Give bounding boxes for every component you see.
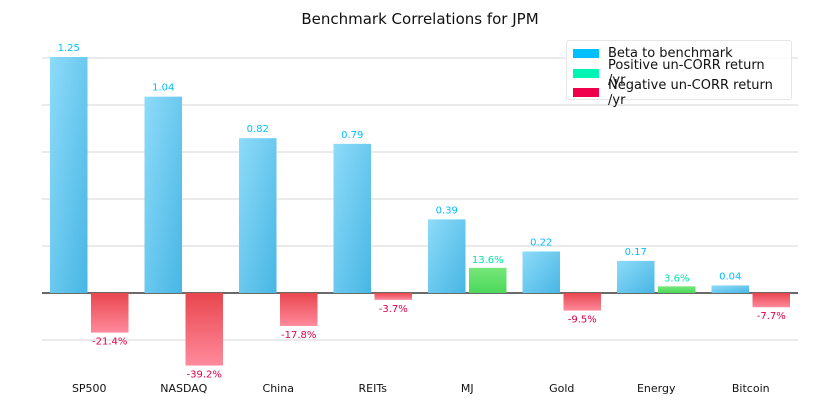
beta-bar-gold	[522, 251, 560, 293]
return-value-label: -7.7%	[757, 311, 786, 322]
beta-value-label: 0.82	[247, 124, 269, 135]
return-bar-bitcoin	[752, 293, 790, 308]
legend-label-negative: Negative un-CORR return /yr	[608, 77, 773, 108]
legend-label-beta: Beta to benchmark	[608, 46, 733, 62]
x-tick-label: Gold	[549, 382, 574, 395]
return-bar-gold	[563, 293, 601, 311]
legend-swatch-beta	[573, 49, 599, 59]
beta-bar-bitcoin	[711, 285, 749, 293]
beta-bar-china	[239, 138, 277, 293]
beta-bar-mj	[428, 219, 466, 293]
x-tick-label: MJ	[461, 382, 474, 395]
return-bar-energy	[658, 286, 696, 293]
legend-label-positive: Positive un-CORR return /yr	[608, 58, 765, 89]
x-tick-label: China	[263, 382, 294, 395]
beta-bar-reits	[333, 143, 371, 293]
return-bar-china	[280, 293, 318, 326]
x-tick-label: Energy	[637, 382, 676, 395]
chart-title: Benchmark Correlations for JPM	[301, 10, 539, 28]
beta-value-label: 0.22	[530, 237, 552, 248]
return-bar-mj	[469, 267, 507, 293]
x-tick-label: SP500	[72, 382, 107, 395]
return-bar-nasdaq	[185, 293, 223, 366]
legend-item-negative: Negative un-CORR return /yr	[573, 78, 785, 108]
beta-bar-energy	[617, 260, 655, 293]
return-value-label: -21.4%	[92, 337, 127, 348]
return-value-label: 3.6%	[664, 273, 689, 284]
beta-value-label: 1.25	[58, 43, 80, 54]
x-tick-label: Bitcoin	[732, 382, 770, 395]
legend-swatch-negative	[573, 88, 599, 98]
legend-swatch-positive	[573, 68, 599, 78]
return-bar-sp500	[91, 293, 129, 333]
legend: Beta to benchmark Positive un-CORR retur…	[566, 40, 792, 108]
beta-value-label: 0.79	[341, 130, 363, 141]
beta-value-label: 0.39	[436, 205, 458, 216]
return-value-label: -39.2%	[187, 370, 222, 381]
legend-item-positive: Positive un-CORR return /yr	[573, 58, 785, 88]
beta-value-label: 1.04	[152, 83, 174, 94]
return-value-label: -9.5%	[568, 315, 597, 326]
x-tick-label: NASDAQ	[160, 382, 207, 395]
return-bar-reits	[374, 293, 412, 300]
x-tick-label: REITs	[359, 382, 388, 395]
return-value-label: -3.7%	[379, 304, 408, 315]
beta-value-label: 0.17	[625, 247, 647, 258]
return-value-label: 13.6%	[472, 255, 504, 266]
beta-bar-sp500	[50, 57, 88, 293]
beta-value-label: 0.04	[719, 271, 741, 282]
beta-bar-nasdaq	[144, 96, 182, 293]
legend-item-beta: Beta to benchmark	[573, 44, 785, 64]
return-value-label: -17.8%	[281, 330, 316, 341]
